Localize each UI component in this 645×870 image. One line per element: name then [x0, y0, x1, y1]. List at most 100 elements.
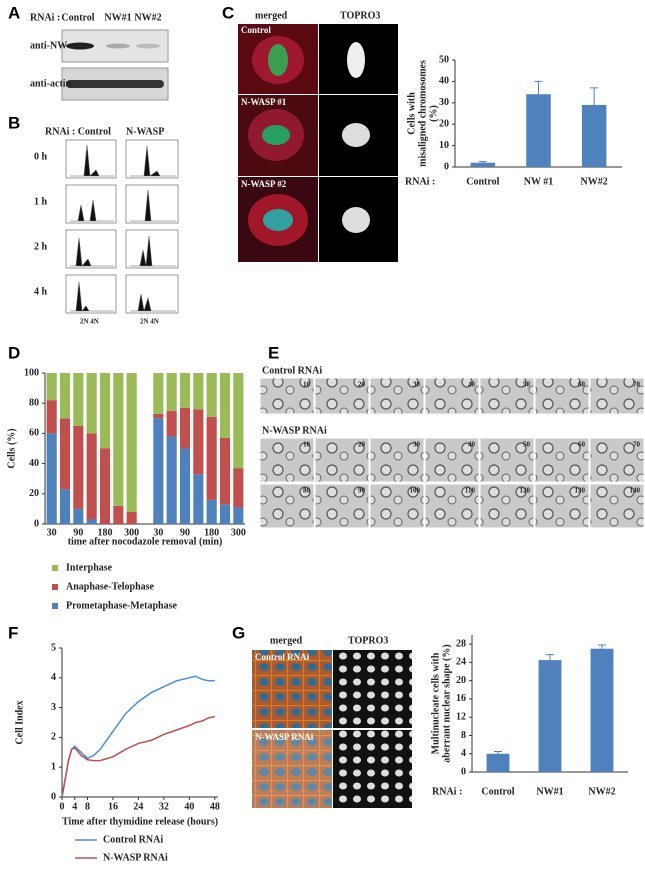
y-tick-label: 5: [51, 642, 56, 653]
dna-label: 2N 4N: [140, 318, 159, 326]
row-label: N-WASP #1: [241, 97, 287, 107]
frame: [589, 437, 645, 483]
error-bar: [534, 80, 543, 95]
bar-segment: [46, 373, 57, 401]
x-tick-label: 40: [184, 801, 194, 812]
time-label: 4 h: [34, 286, 48, 297]
frame-time: 20: [358, 441, 366, 449]
panel-label: C: [222, 3, 234, 22]
frame-time: 70: [633, 441, 641, 449]
y-tick-label: 10: [439, 140, 449, 151]
rnai-label: RNAi : Control: [45, 126, 111, 137]
bar-segment: [46, 433, 57, 524]
bar-segment: [126, 511, 137, 524]
frame: [259, 483, 315, 529]
bar-segment: [99, 373, 111, 449]
lane-label: NW#2: [134, 12, 161, 23]
image: [252, 730, 332, 808]
y-tick-label: 8: [461, 730, 466, 741]
y-tick-label: 28: [456, 638, 466, 649]
frame-time: 10: [303, 381, 311, 389]
bar-segment: [193, 373, 204, 410]
frame: [479, 377, 535, 415]
frame: [424, 483, 480, 529]
bar-segment: [166, 373, 177, 411]
frame: [259, 437, 315, 483]
y-tick-label: 50: [439, 54, 449, 65]
y-tick-label: 60: [29, 428, 39, 439]
frame-time: 40: [468, 441, 476, 449]
bar: [526, 94, 551, 167]
y-tick-label: 20: [456, 675, 466, 686]
frame: [479, 437, 535, 483]
frame-time: 140: [630, 487, 641, 495]
y-tick-label: 2: [51, 732, 56, 743]
time-label: 2 h: [34, 241, 48, 252]
chromosomes: [342, 207, 370, 233]
frame-time: 50: [523, 441, 531, 449]
panel-label: B: [8, 113, 20, 132]
bar: [590, 648, 614, 772]
bar: [486, 753, 510, 772]
bar-segment: [166, 436, 177, 524]
bar-segment: [219, 373, 231, 438]
error-bar: [598, 644, 606, 649]
error-bar: [494, 750, 502, 754]
dna-label: 2N 4N: [80, 318, 99, 326]
bar-segment: [113, 373, 124, 506]
frame: [369, 437, 425, 483]
time-label: 1 h: [34, 196, 48, 207]
legend-label: Prometaphase-Metaphase: [66, 600, 177, 611]
frame-time: 40: [468, 381, 476, 389]
bar-segment: [206, 373, 217, 417]
rnai-label: RNAi :: [30, 12, 60, 23]
y-tick-label: 80: [29, 397, 39, 408]
bar-segment: [206, 499, 217, 524]
bar-segment: [219, 437, 231, 505]
bar-segment: [86, 373, 97, 434]
bar-segment: [73, 373, 84, 426]
panel-b: B RNAi : Control N-WASP 0 h 1 h 2 h 4 h …: [8, 113, 179, 326]
x-tick-label: Control: [466, 176, 499, 187]
column-label: merged: [270, 635, 303, 646]
bar-segment: [206, 416, 217, 500]
frame: [314, 437, 370, 483]
error-bar: [478, 161, 487, 163]
panel-e: E Control RNAi N-WASP RNAi: [262, 343, 327, 436]
y-tick-label: 0: [34, 518, 39, 529]
frame: [369, 377, 425, 415]
x-prefix: RNAi :: [405, 176, 435, 187]
band: [66, 80, 164, 88]
bar-segment: [153, 413, 164, 419]
frame-time: 10: [303, 441, 311, 449]
frame-time: 30: [413, 441, 421, 449]
x-tick-label: 90: [73, 527, 83, 538]
bar-segment: [233, 373, 244, 469]
legend-label: N-WASP RNAi: [103, 852, 168, 863]
legend-swatch: [52, 603, 58, 609]
image: [333, 650, 412, 728]
x-axis-label: Time after thymidine release (hours): [62, 816, 218, 827]
y-axis-label: (%): [428, 105, 439, 122]
bar-segment: [86, 519, 97, 524]
bar-segment: [166, 410, 177, 437]
spindle: [262, 125, 290, 145]
x-prefix: RNAi :: [432, 786, 462, 797]
frame-time: 90: [358, 487, 366, 495]
bar: [470, 162, 496, 167]
panel-label: D: [8, 343, 20, 362]
bar-segment: [233, 468, 244, 508]
y-tick-label: 100: [24, 367, 39, 378]
frame: [369, 483, 425, 529]
bar-segment: [126, 373, 137, 512]
y-tick-label: 0: [444, 161, 449, 172]
panel-label: G: [232, 623, 245, 642]
x-tick-label: 180: [98, 527, 113, 538]
blot-label: anti-NW: [30, 40, 67, 51]
row-label: Control: [241, 25, 271, 35]
band: [106, 43, 130, 49]
x-tick-label: 180: [204, 527, 219, 538]
blot-label: anti-actin: [30, 78, 72, 89]
